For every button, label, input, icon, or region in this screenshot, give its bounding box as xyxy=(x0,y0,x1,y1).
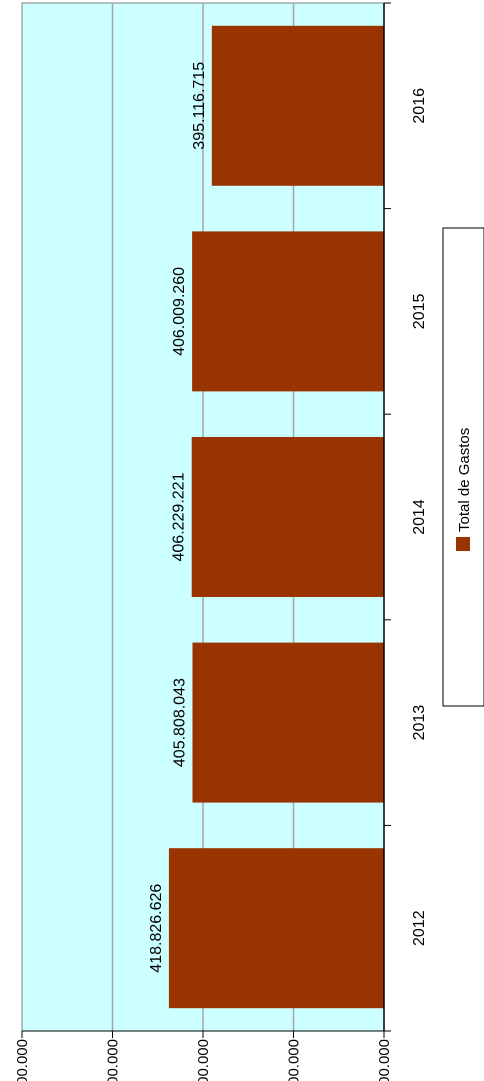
labels: 300.000.000 350.000.000 400.000.000 450.000… xyxy=(14,62,428,1081)
bar xyxy=(192,231,384,392)
legend: Total de Gastos xyxy=(442,227,484,707)
value-tick-label: 350.000.000 xyxy=(286,1039,303,1081)
legend-box xyxy=(442,227,484,707)
bar xyxy=(192,642,384,803)
axes xyxy=(21,2,391,1038)
legend-label: Total de Gastos xyxy=(456,428,473,532)
data-label: 395.116.715 xyxy=(191,62,208,150)
data-label: 405.808.043 xyxy=(171,678,188,767)
category-label: 2016 xyxy=(411,88,428,124)
data-label: 406.229.221 xyxy=(171,472,188,561)
bar xyxy=(211,25,384,186)
category-label: 2014 xyxy=(411,499,428,535)
data-label: 418.826.626 xyxy=(148,884,165,973)
value-tick-label: 300.000.000 xyxy=(376,1039,393,1081)
category-label: 2013 xyxy=(411,705,428,741)
data-label: 406.009.260 xyxy=(171,267,188,356)
category-label: 2012 xyxy=(411,910,428,946)
value-tick-label: 400.000.000 xyxy=(195,1039,212,1081)
legend-swatch xyxy=(456,537,470,551)
value-tick-label: 450.000.000 xyxy=(105,1039,122,1081)
bar xyxy=(168,848,384,1009)
bar xyxy=(191,437,384,597)
bars xyxy=(168,25,384,1009)
category-label: 2015 xyxy=(411,294,428,330)
value-tick-label: 500.000.000 xyxy=(14,1039,31,1081)
